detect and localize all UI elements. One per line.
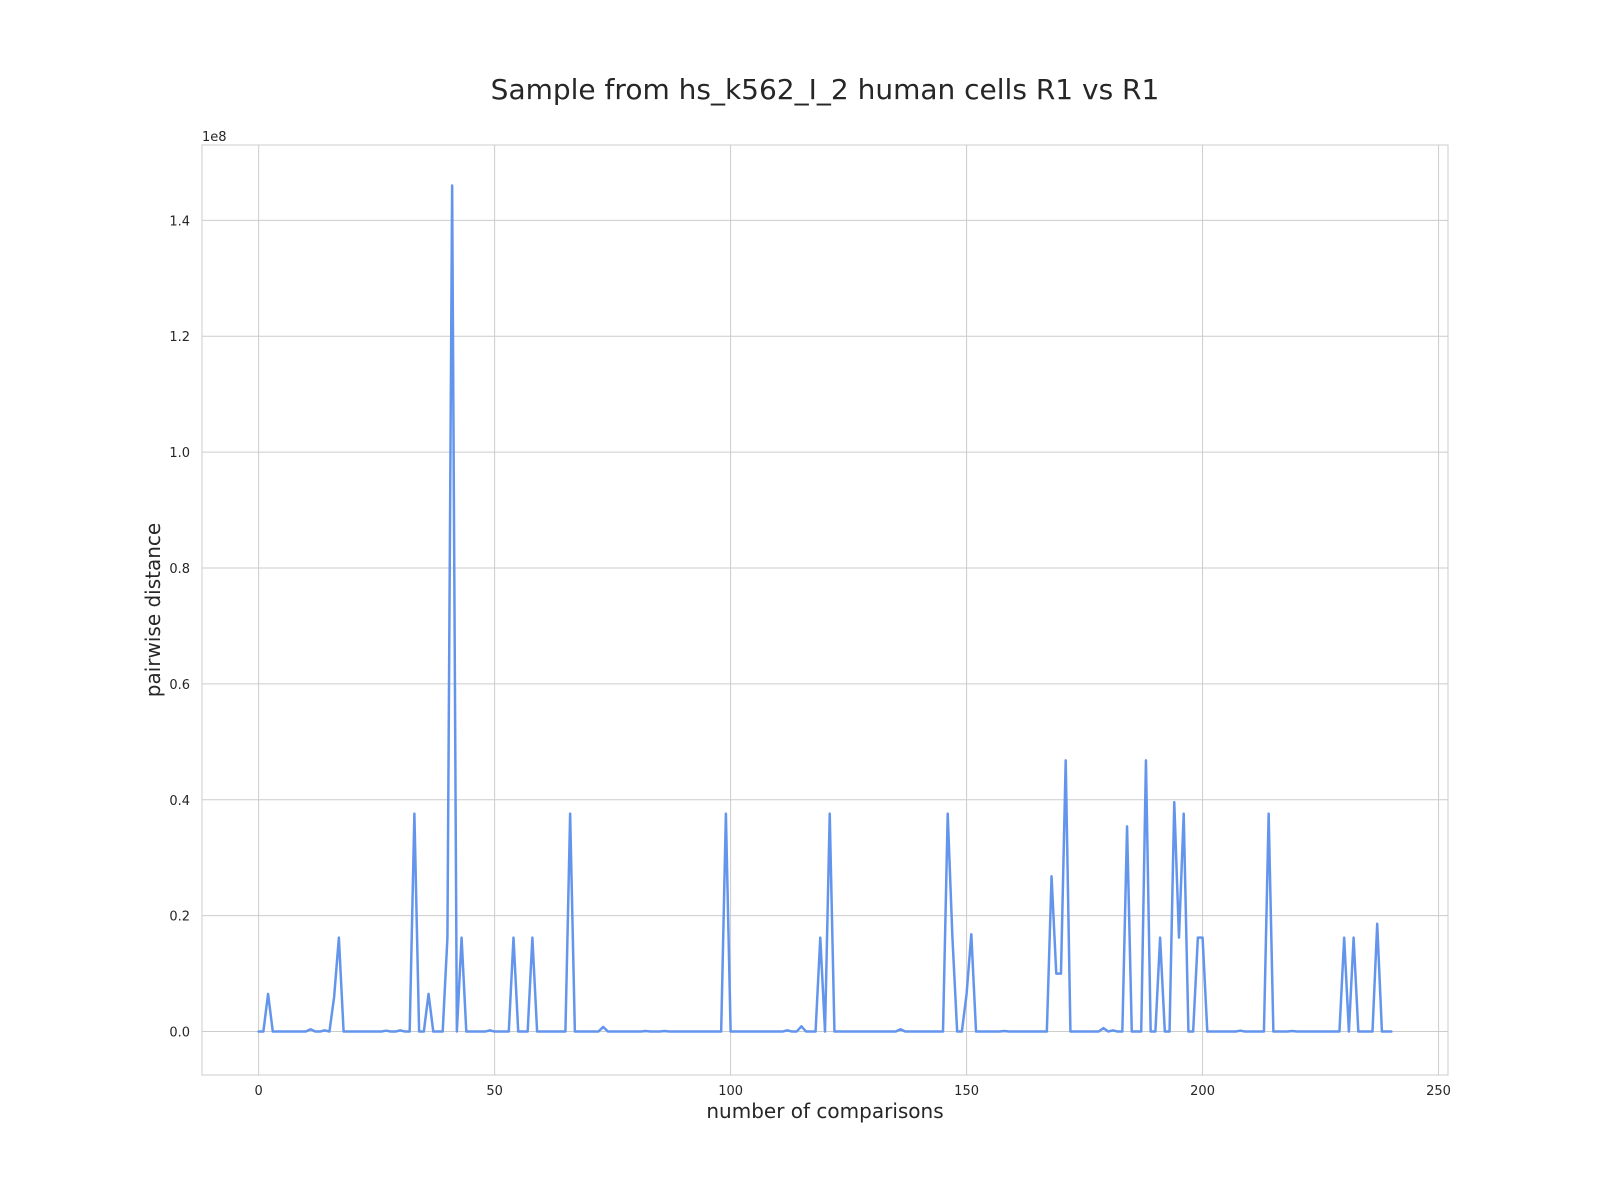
x-axis-label: number of comparisons	[706, 1099, 943, 1123]
x-axis-ticks: 0 50 100 150 200 250	[254, 1084, 1450, 1099]
y-tick-label: 0.2	[169, 910, 190, 925]
y-tick-label: 1.4	[169, 214, 190, 229]
y-tick-label: 0.0	[169, 1026, 190, 1041]
chart-title: Sample from hs_k562_I_2 human cells R1 v…	[491, 73, 1160, 106]
x-tick-label: 200	[1190, 1084, 1215, 1099]
x-tick-label: 150	[954, 1084, 979, 1099]
x-tick-label: 250	[1426, 1084, 1451, 1099]
y-axis-label: pairwise distance	[141, 523, 165, 697]
x-tick-label: 50	[486, 1084, 503, 1099]
y-axis-offset-label: 1e8	[202, 130, 227, 145]
grid-lines	[202, 145, 1448, 1075]
x-tick-label: 100	[718, 1084, 743, 1099]
y-tick-label: 1.0	[169, 446, 190, 461]
x-tick-label: 0	[254, 1084, 262, 1099]
y-tick-label: 0.8	[169, 562, 190, 577]
y-tick-label: 1.2	[169, 330, 190, 345]
plot-frame	[201, 144, 1449, 1076]
series-line	[257, 184, 1393, 1033]
y-tick-label: 0.4	[169, 794, 190, 809]
y-tick-label: 0.6	[169, 678, 190, 693]
y-axis-ticks: 0.0 0.2 0.4 0.6 0.8 1.0 1.2 1.4	[169, 214, 190, 1040]
